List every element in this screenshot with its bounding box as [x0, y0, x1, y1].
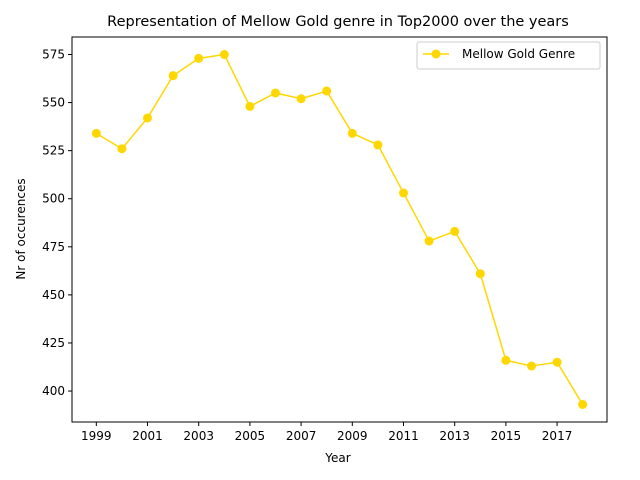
x-tick-label: 2013 — [439, 429, 470, 443]
x-tick-label: 2003 — [183, 429, 214, 443]
data-point — [424, 236, 434, 246]
data-point — [450, 226, 460, 236]
y-tick-label: 550 — [42, 96, 65, 110]
plot-frame — [71, 36, 608, 423]
data-point — [552, 357, 562, 367]
x-tick-label: 2015 — [491, 429, 522, 443]
data-point — [322, 86, 332, 96]
y-axis-title: Nr of occurences — [14, 178, 28, 279]
x-tick-label: 2007 — [286, 429, 317, 443]
x-axis-title: Year — [324, 451, 350, 465]
data-point — [578, 400, 588, 409]
data-point — [168, 71, 178, 81]
y-tick-label: 400 — [42, 384, 65, 398]
data-point — [398, 188, 408, 198]
plot-area — [71, 36, 608, 423]
data-point — [143, 113, 153, 123]
series-layer — [91, 50, 588, 409]
data-point — [219, 50, 229, 59]
data-point — [475, 269, 485, 279]
legend-marker-sample — [431, 49, 441, 59]
data-point — [373, 140, 383, 150]
y-tick-label: 500 — [42, 192, 65, 206]
legend-box — [416, 41, 601, 70]
legend-label: Mellow Gold Genre — [462, 47, 575, 61]
data-point — [245, 101, 255, 111]
data-point — [296, 94, 306, 104]
data-point — [117, 144, 127, 154]
data-point — [271, 88, 281, 98]
x-tick-label: 2005 — [235, 429, 266, 443]
data-point — [91, 128, 101, 138]
y-axis: 400 425 450 475 500 525 550 575 — [42, 48, 72, 398]
x-tick-label: 2017 — [542, 429, 573, 443]
y-tick-label: 450 — [42, 288, 65, 302]
y-tick-label: 575 — [42, 48, 65, 62]
y-tick-label: 475 — [42, 240, 65, 254]
x-tick-label: 1999 — [81, 429, 112, 443]
x-tick-label: 2009 — [337, 429, 368, 443]
chart-title: Representation of Mellow Gold genre in T… — [107, 14, 569, 30]
data-point — [347, 128, 357, 138]
legend: Mellow Gold Genre — [416, 41, 601, 70]
data-point — [194, 53, 204, 63]
data-point — [526, 361, 536, 371]
x-axis: 1999 2001 2003 2005 2007 2009 2011 2013 2015 2017 — [81, 422, 572, 443]
x-tick-label: 2011 — [388, 429, 419, 443]
y-tick-label: 425 — [42, 336, 65, 350]
data-point — [501, 355, 511, 365]
series-line — [95, 53, 584, 405]
y-tick-label: 525 — [42, 144, 65, 158]
x-tick-label: 2001 — [132, 429, 163, 443]
